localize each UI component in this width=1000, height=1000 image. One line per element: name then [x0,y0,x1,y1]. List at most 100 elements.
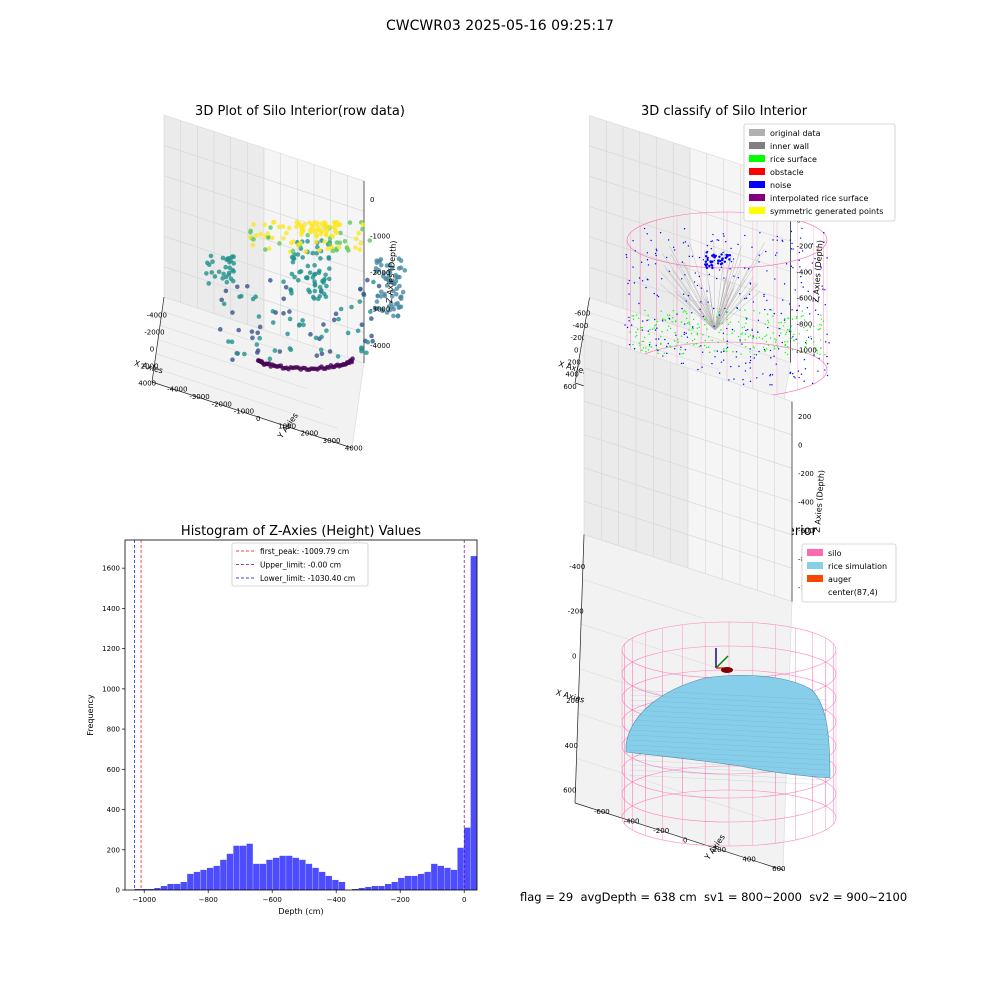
p3-bar [141,888,148,890]
p1-point [226,339,231,344]
p2-noise-point [751,246,753,248]
p2-rice-point [629,331,631,333]
p2-rice-point [638,342,640,344]
p2-noise-point [646,319,648,322]
p2-rice-point [813,353,815,355]
p4-mesh-line [629,744,829,756]
p3-frame [124,539,478,891]
p2-noise-point [779,327,781,330]
p1-point [319,351,325,357]
p2-noise-point [813,354,815,356]
p2-rice-point [786,345,789,348]
p2-noise-point [742,378,744,381]
p1-point [272,348,278,353]
p2-noise-point [698,256,701,259]
p2-rice-point [786,329,789,331]
p4-grid [580,623,720,669]
p2-noise-point [798,376,800,379]
p2-noise-point [700,301,702,303]
p2-noise-point [675,334,677,336]
p2-rice-point [784,341,786,343]
p1-point [331,317,337,323]
p2-noise-point [722,233,724,235]
p1-point [236,327,241,333]
p2-noise-point [716,262,720,265]
p1-point [357,247,363,252]
p2-noise-point [736,307,739,310]
p2-rice-point [744,309,746,311]
p2-rice-point [696,332,698,334]
p1-point [388,300,394,306]
p2-noise-point [646,259,649,261]
p4-mesh-line [629,714,829,726]
p1-point [294,224,299,229]
p2-noise-point [718,372,721,374]
p1-point [208,253,214,259]
p2-noise-point [756,377,758,379]
p2-rice-point [785,333,787,335]
p1-point [326,256,332,261]
p3-bar [312,867,319,890]
p3-bar [352,888,359,890]
p1-point [300,228,306,234]
p2-noise-point [743,267,746,269]
p2-noise-point [682,362,685,364]
p1-point [317,247,322,253]
p1-point [219,297,224,303]
p3-bar [160,885,168,890]
p3-bar [470,556,477,890]
p1-point [396,256,402,261]
p2-noise-point [633,282,636,284]
p1-point [204,271,209,276]
p2-rice-point [733,330,736,332]
p1-point [400,289,406,295]
p2-noise-point [721,258,724,262]
figure-title: CWCWR03 2025-05-16 09:25:17 [386,18,614,34]
p2-rice-point [752,346,755,348]
p2-noise-point [823,241,825,244]
p1-point [217,327,223,332]
p2-noise-point [628,316,630,319]
p2-noise-point [650,239,652,242]
p2-rice-point [686,322,689,325]
p2-rice-point [779,332,782,334]
p2-x-tick: 200 [567,358,580,366]
p2-noise-point [696,284,699,287]
p2-noise-point [817,370,819,372]
p2-noise-point [790,230,793,233]
p1-point [302,222,307,227]
p2-noise-point [638,277,641,279]
p1-point [338,306,344,312]
p2-noise-point [794,289,796,291]
p1-point [257,335,263,341]
p1-point [298,222,303,228]
p1-point [323,294,329,300]
p1-point [291,239,296,244]
p2-noise-point [737,277,740,279]
p2-noise-point [733,378,735,380]
p2-rice-point [675,345,677,347]
p2-noise-point [643,227,646,230]
p4-legend-entry: auger [828,575,852,584]
p3-bar [233,845,240,890]
p4-grid [576,757,768,820]
p3-y-tick: 400 [107,806,120,814]
p1-point [393,301,399,307]
p3-bar [220,859,227,890]
p2-rice-point [767,321,770,324]
p2-rice-point [738,336,740,338]
p2-x-tick: 0 [574,346,578,354]
p1-point [335,354,341,359]
p2-rice-point [762,346,765,348]
p2-noise-point [820,266,822,268]
panel2-title: 3D classify of Silo Interior [640,104,808,119]
p1-point [306,287,311,293]
p2-rice-point [785,331,788,334]
p2-noise-point [632,239,634,242]
p2-rice-point [753,310,755,312]
p2-noise-point [681,307,683,310]
p2-noise-point [749,367,752,369]
p1-point [256,314,262,319]
p2-rice-point [696,327,698,329]
p2-rice-point [688,323,691,325]
